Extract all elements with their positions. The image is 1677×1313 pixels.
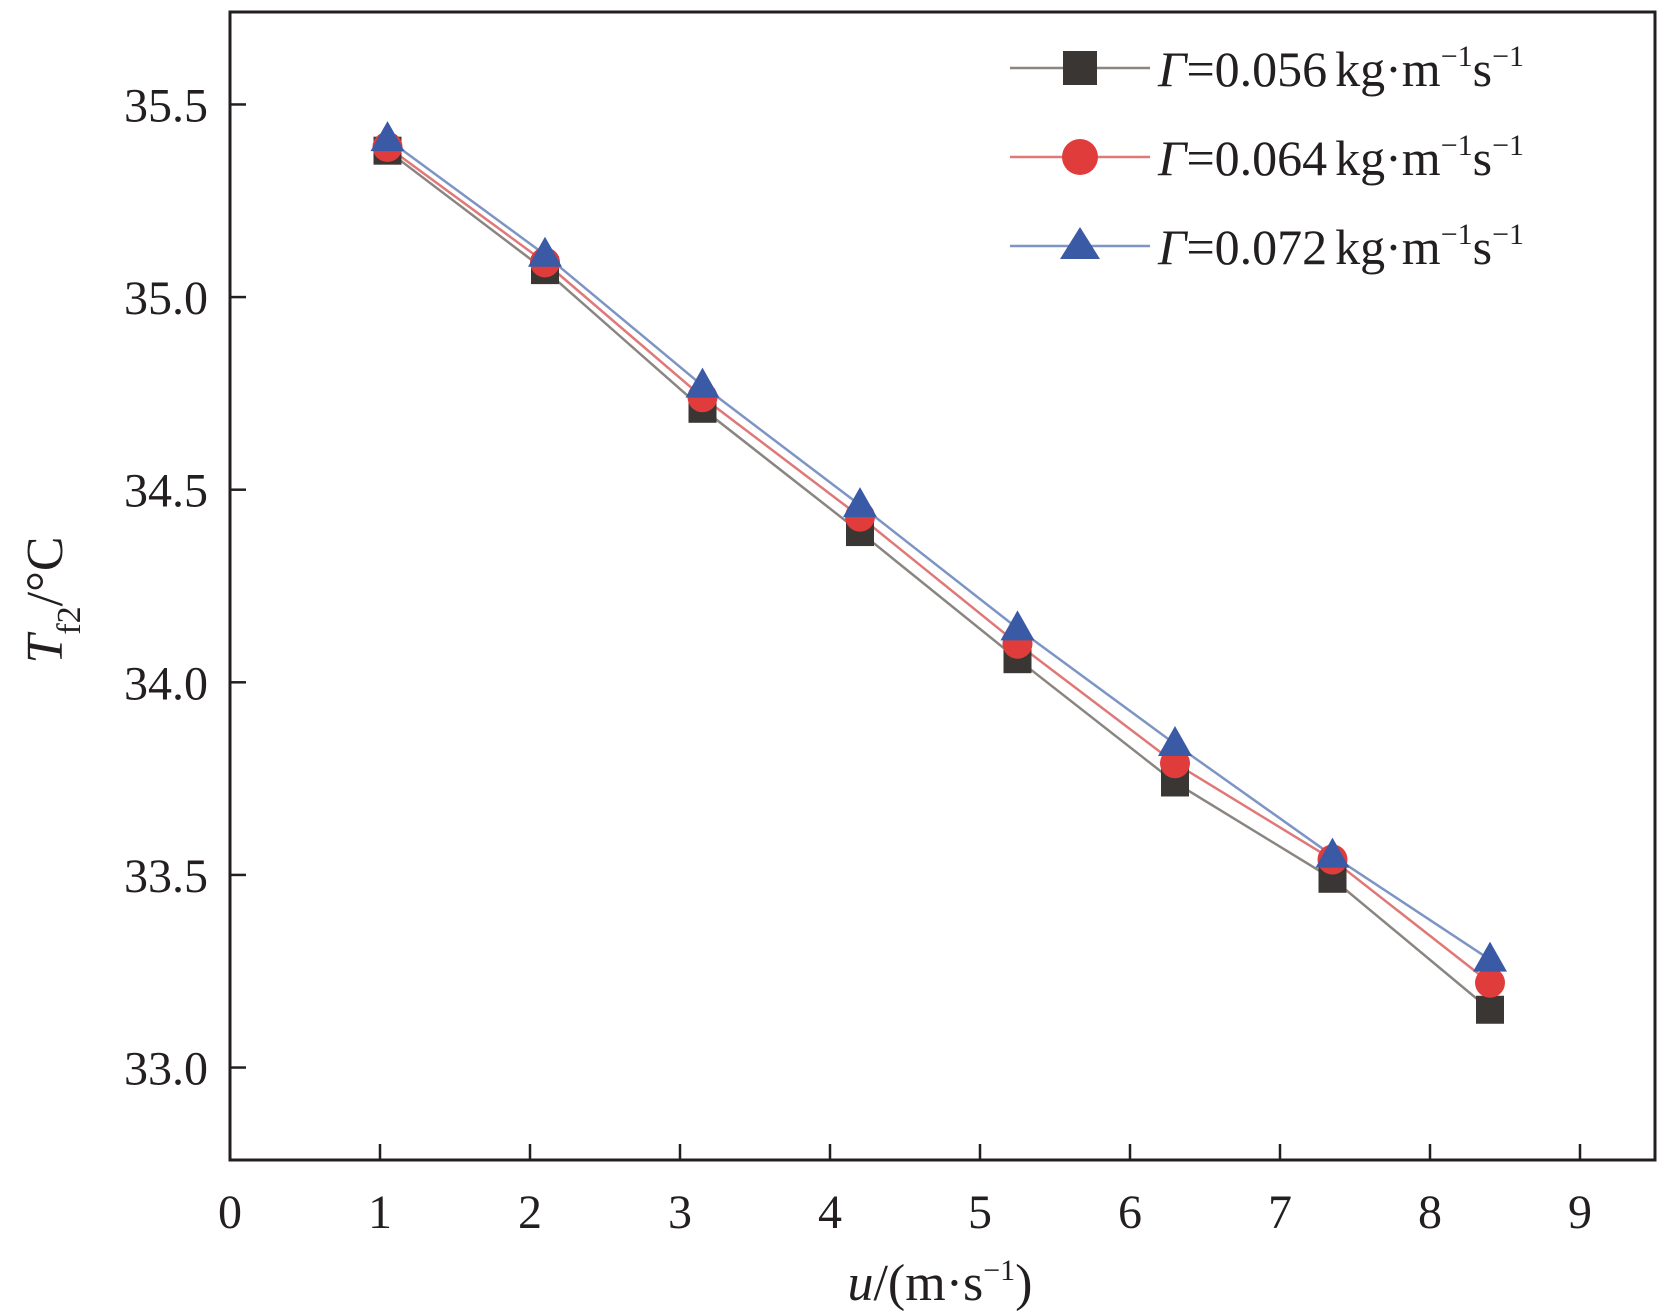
x-tick-label: 8 (1418, 1186, 1442, 1239)
y-tick-label: 35.5 (124, 79, 208, 132)
data-point-triangle (843, 487, 877, 518)
legend-unit-s: s (1473, 130, 1492, 186)
x-tick-label: 3 (668, 1186, 692, 1239)
legend-unit: kg·m (1335, 219, 1441, 275)
x-axis-unit-exp: −1 (983, 1254, 1015, 1287)
legend-marker-square (1063, 51, 1097, 85)
x-tick-label: 6 (1118, 1186, 1142, 1239)
data-point-triangle (1315, 837, 1350, 868)
legend-exp: −1 (1441, 129, 1473, 162)
legend-exp: −1 (1492, 40, 1524, 73)
x-tick-label: 1 (368, 1186, 392, 1239)
legend-unit: kg·m (1335, 41, 1441, 97)
y-tick-label: 33.0 (124, 1043, 208, 1096)
legend-symbol: Γ (1157, 130, 1189, 186)
x-tick-label: 0 (218, 1186, 242, 1239)
data-point-triangle (1473, 941, 1507, 972)
legend-marker-circle (1062, 139, 1098, 175)
legend-unit-s: s (1473, 41, 1492, 97)
legend-label: Γ=0.056 kg·m−1s−1 (1157, 40, 1524, 97)
series-line (386, 149, 1491, 1011)
legend-entry: Γ=0.072 kg·m−1s−1 (1010, 218, 1524, 275)
y-axis-title: Tf2/°C (17, 536, 88, 663)
legend-value: =0.064 (1186, 130, 1327, 186)
data-point-triangle (370, 121, 405, 152)
legend-exp: −1 (1441, 218, 1473, 251)
data-point-triangle (685, 367, 720, 398)
legend: Γ=0.056 kg·m−1s−1 Γ=0.064 kg·m−1s−1 Γ=0.07… (1010, 40, 1524, 275)
plot-frame (228, 10, 1657, 1162)
y-tick-label: 35.0 (124, 272, 208, 325)
legend-symbol: Γ (1157, 41, 1189, 97)
legend-unit: kg·m (1335, 130, 1441, 186)
data-point-triangle (1158, 725, 1192, 756)
y-tick-label: 33.5 (124, 850, 208, 903)
x-tick-label: 5 (968, 1186, 992, 1239)
x-axis-unit-open: /(m·s (873, 1255, 983, 1312)
legend-exp: −1 (1441, 40, 1473, 73)
data-point-circle (1475, 967, 1505, 998)
series-layer (370, 121, 1507, 1024)
legend-value: =0.072 (1186, 219, 1327, 275)
y-axis: 33.0 33.5 34.0 34.5 35.0 35.5 (124, 79, 246, 1096)
legend-entry: Γ=0.056 kg·m−1s−1 (1010, 40, 1524, 97)
x-tick-label: 7 (1268, 1186, 1292, 1239)
legend-label: Γ=0.064 kg·m−1s−1 (1157, 129, 1524, 186)
legend-entry: Γ=0.064 kg·m−1s−1 (1010, 129, 1524, 186)
x-axis-unit-close: ) (1015, 1255, 1032, 1312)
legend-marker-triangle (1060, 227, 1100, 259)
y-tick-label: 34.5 (124, 465, 208, 518)
x-tick-label: 4 (818, 1186, 842, 1239)
legend-symbol: Γ (1157, 219, 1189, 275)
y-axis-unit: /°C (17, 536, 74, 606)
y-axis-var: T (17, 632, 74, 664)
x-tick-label: 2 (518, 1186, 542, 1239)
data-point-triangle (528, 236, 562, 267)
x-axis-title: u/(m·s−1) (847, 1254, 1032, 1312)
legend-value: =0.056 (1186, 41, 1327, 97)
legend-exp: −1 (1492, 129, 1524, 162)
data-point-square (1476, 995, 1504, 1024)
data-point-triangle (1000, 610, 1035, 641)
series-line (386, 145, 1491, 984)
y-tick-label: 34.0 (124, 657, 208, 710)
legend-unit-s: s (1473, 219, 1492, 275)
legend-exp: −1 (1492, 218, 1524, 251)
y-axis-sub: f2 (51, 606, 88, 634)
legend-label: Γ=0.072 kg·m−1s−1 (1157, 218, 1524, 275)
x-tick-label: 9 (1568, 1186, 1592, 1239)
series-line (386, 138, 1491, 961)
x-axis: 0 1 2 3 4 5 6 7 8 9 (218, 1144, 1592, 1239)
x-axis-var: u (847, 1255, 873, 1312)
